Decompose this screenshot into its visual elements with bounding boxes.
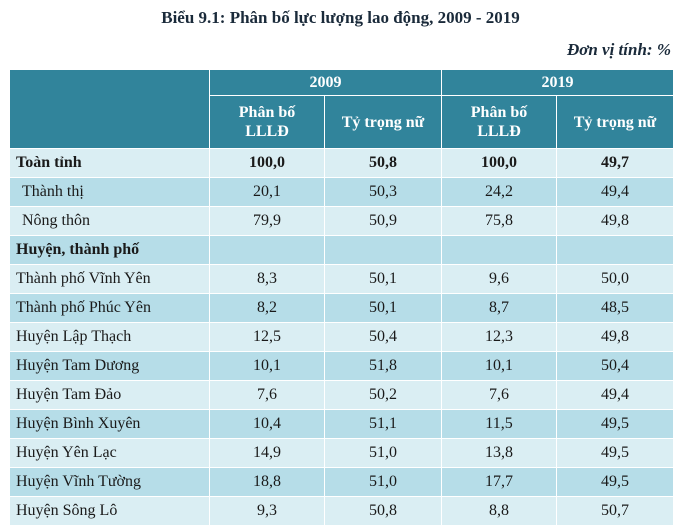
cell-2009-distribution: 14,9 bbox=[209, 438, 325, 468]
cell-2009-distribution: 9,3 bbox=[209, 496, 325, 526]
cell-2019-distribution: 9,6 bbox=[441, 264, 557, 294]
row-label: Nông thôn bbox=[9, 206, 210, 236]
table-row: Huyện Sông Lô 9,3 50,8 8,8 50,7 bbox=[9, 496, 674, 526]
row-label: Huyện, thành phố bbox=[9, 235, 210, 265]
row-label: Thành thị bbox=[9, 177, 210, 207]
cell-2009-female: 50,3 bbox=[324, 177, 442, 207]
cell-2009-female: 50,8 bbox=[324, 148, 442, 178]
cell-2009-distribution bbox=[209, 235, 325, 265]
cell-2009-female: 51,1 bbox=[324, 409, 442, 439]
table-row: Toàn tỉnh 100,0 50,8 100,0 49,7 bbox=[9, 148, 674, 178]
cell-2019-distribution: 8,8 bbox=[441, 496, 557, 526]
header-distribution-2009: Phân bố LLLĐ bbox=[209, 95, 325, 149]
row-label: Huyện Bình Xuyên bbox=[9, 409, 210, 439]
header-year-2019: 2019 bbox=[441, 69, 674, 96]
cell-2019-female: 49,4 bbox=[556, 380, 674, 410]
table-row: Huyện Bình Xuyên 10,4 51,1 11,5 49,5 bbox=[9, 409, 674, 439]
row-label: Huyện Tam Đảo bbox=[9, 380, 210, 410]
cell-2009-female: 51,0 bbox=[324, 438, 442, 468]
cell-2009-distribution: 10,1 bbox=[209, 351, 325, 381]
table-row: Huyện Tam Đảo 7,6 50,2 7,6 49,4 bbox=[9, 380, 674, 410]
cell-2019-female: 49,8 bbox=[556, 206, 674, 236]
table-title: Biểu 9.1: Phân bố lực lượng lao động, 20… bbox=[161, 8, 520, 27]
table-row: Thành phố Phúc Yên 8,2 50,1 8,7 48,5 bbox=[9, 293, 674, 323]
cell-2009-female: 51,8 bbox=[324, 351, 442, 381]
row-label: Huyện Tam Dương bbox=[9, 351, 210, 381]
cell-2019-female: 49,7 bbox=[556, 148, 674, 178]
cell-2019-distribution: 24,2 bbox=[441, 177, 557, 207]
row-label: Toàn tỉnh bbox=[9, 148, 210, 178]
header-female-2009: Tỷ trọng nữ bbox=[324, 95, 442, 149]
cell-2019-distribution bbox=[441, 235, 557, 265]
cell-2019-distribution: 13,8 bbox=[441, 438, 557, 468]
row-label: Huyện Sông Lô bbox=[9, 496, 210, 526]
cell-2019-distribution: 17,7 bbox=[441, 467, 557, 497]
header-distribution-line1: Phân bố bbox=[238, 104, 296, 121]
cell-2009-distribution: 18,8 bbox=[209, 467, 325, 497]
header-distribution-line1: Phân bố bbox=[470, 104, 528, 121]
cell-2009-female: 50,8 bbox=[324, 496, 442, 526]
table-row: Huyện Yên Lạc 14,9 51,0 13,8 49,5 bbox=[9, 438, 674, 468]
table-row: Huyện, thành phố bbox=[9, 235, 674, 265]
header-year-2009: 2009 bbox=[209, 69, 442, 96]
cell-2009-distribution: 20,1 bbox=[209, 177, 325, 207]
row-label: Thành phố Vĩnh Yên bbox=[9, 264, 210, 294]
cell-2009-female: 50,4 bbox=[324, 322, 442, 352]
cell-2019-female: 49,5 bbox=[556, 438, 674, 468]
header-female-2019: Tỷ trọng nữ bbox=[556, 95, 674, 149]
table-row: Huyện Tam Dương 10,1 51,8 10,1 50,4 bbox=[9, 351, 674, 381]
cell-2009-female bbox=[324, 235, 442, 265]
cell-2009-female: 50,1 bbox=[324, 264, 442, 294]
cell-2019-female: 50,0 bbox=[556, 264, 674, 294]
row-label: Huyện Vĩnh Tường bbox=[9, 467, 210, 497]
cell-2009-distribution: 10,4 bbox=[209, 409, 325, 439]
cell-2009-female: 50,1 bbox=[324, 293, 442, 323]
cell-2019-distribution: 11,5 bbox=[441, 409, 557, 439]
row-label: Huyện Lập Thạch bbox=[9, 322, 210, 352]
cell-2009-female: 50,9 bbox=[324, 206, 442, 236]
table-row: Huyện Vĩnh Tường 18,8 51,0 17,7 49,5 bbox=[9, 467, 674, 497]
cell-2009-female: 51,0 bbox=[324, 467, 442, 497]
cell-2019-female: 48,5 bbox=[556, 293, 674, 323]
header-distribution-2019: Phân bố LLLĐ bbox=[441, 95, 557, 149]
labor-distribution-table: 2009 2019 Phân bố LLLĐ Tỷ trọng nữ Phân … bbox=[9, 69, 674, 526]
table-row: Thành thị 20,1 50,3 24,2 49,4 bbox=[9, 177, 674, 207]
cell-2019-distribution: 10,1 bbox=[441, 351, 557, 381]
cell-2019-female: 50,7 bbox=[556, 496, 674, 526]
cell-2009-distribution: 12,5 bbox=[209, 322, 325, 352]
header-empty-cell bbox=[9, 69, 210, 149]
header-distribution-line2: LLLĐ bbox=[245, 123, 289, 140]
cell-2019-distribution: 12,3 bbox=[441, 322, 557, 352]
table-row: Huyện Lập Thạch 12,5 50,4 12,3 49,8 bbox=[9, 322, 674, 352]
cell-2019-female: 49,8 bbox=[556, 322, 674, 352]
table-row: Thành phố Vĩnh Yên 8,3 50,1 9,6 50,0 bbox=[9, 264, 674, 294]
cell-2009-distribution: 79,9 bbox=[209, 206, 325, 236]
cell-2019-female: 50,4 bbox=[556, 351, 674, 381]
cell-2019-female: 49,5 bbox=[556, 409, 674, 439]
cell-2019-distribution: 8,7 bbox=[441, 293, 557, 323]
cell-2019-distribution: 75,8 bbox=[441, 206, 557, 236]
cell-2019-distribution: 7,6 bbox=[441, 380, 557, 410]
row-label: Thành phố Phúc Yên bbox=[9, 293, 210, 323]
cell-2019-distribution: 100,0 bbox=[441, 148, 557, 178]
cell-2009-distribution: 8,2 bbox=[209, 293, 325, 323]
cell-2019-female: 49,5 bbox=[556, 467, 674, 497]
unit-note: Đơn vị tính: % bbox=[566, 40, 671, 59]
cell-2009-female: 50,2 bbox=[324, 380, 442, 410]
row-label: Huyện Yên Lạc bbox=[9, 438, 210, 468]
cell-2019-female bbox=[556, 235, 674, 265]
cell-2009-distribution: 100,0 bbox=[209, 148, 325, 178]
cell-2009-distribution: 8,3 bbox=[209, 264, 325, 294]
header-distribution-line2: LLLĐ bbox=[477, 123, 521, 140]
cell-2009-distribution: 7,6 bbox=[209, 380, 325, 410]
cell-2019-female: 49,4 bbox=[556, 177, 674, 207]
table-row: Nông thôn 79,9 50,9 75,8 49,8 bbox=[9, 206, 674, 236]
